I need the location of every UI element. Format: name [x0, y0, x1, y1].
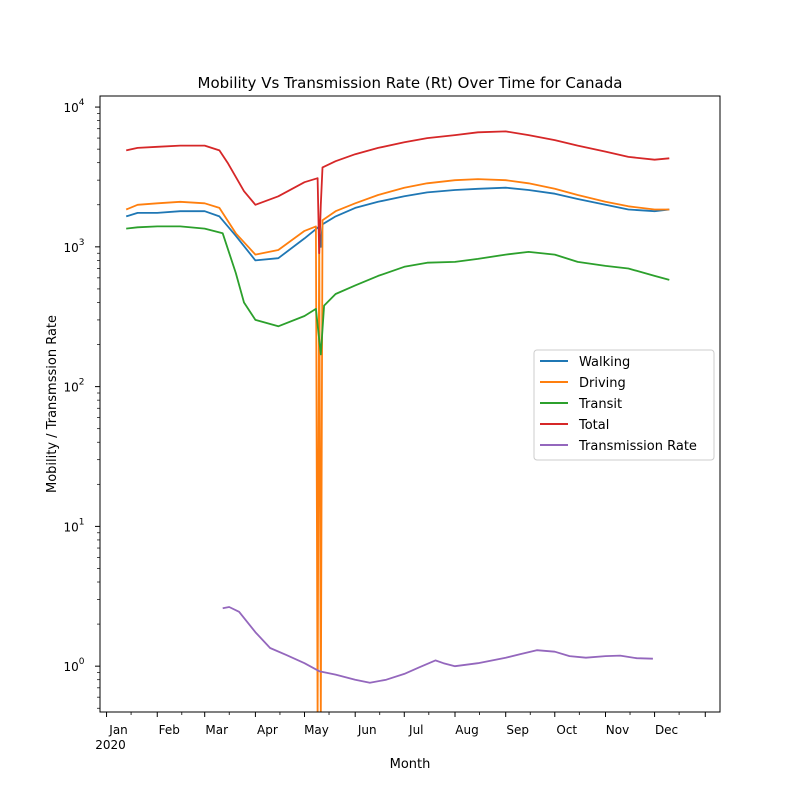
legend-label: Transmission Rate	[578, 439, 697, 454]
x-tick-label: Apr	[257, 723, 278, 737]
y-axis-label: Mobility / Transmssion Rate	[45, 315, 60, 493]
series-line-driving	[125, 178, 670, 712]
x-tick-label: Mar	[205, 723, 228, 737]
series-line-walking	[125, 186, 670, 262]
x-tick-label: Feb	[159, 723, 180, 737]
y-tick-label: 101	[63, 517, 84, 534]
axes-frame	[99, 95, 721, 713]
x-tick-label: Aug	[455, 723, 478, 737]
y-tick-label: 103	[63, 238, 84, 255]
legend: Walking Driving Transit Total Transmission R…	[533, 349, 715, 461]
plot-area	[125, 130, 670, 712]
legend-label: Total	[578, 418, 609, 433]
x-axis-label: Month	[390, 757, 431, 772]
x-tick-label: May	[304, 723, 329, 737]
x-tick-label: Dec	[655, 723, 678, 737]
series-line-total	[126, 130, 670, 255]
x-tick-label: Sep	[506, 723, 529, 737]
x-tick-label: Oct	[556, 723, 577, 737]
series-line-transit	[126, 225, 670, 356]
x-tick-label: Jul	[408, 723, 423, 737]
x-tick-label: Nov	[606, 723, 629, 737]
chart-title: Mobility Vs Transmission Rate (Rt) Over …	[198, 74, 623, 92]
x-axis: Jan Feb Mar Apr May Jun Jul Aug Sep Oct Nov Dec 2020	[95, 712, 706, 752]
legend-label: Driving	[579, 376, 626, 391]
x-tick-label: Jan	[108, 723, 128, 737]
legend-label: Walking	[579, 355, 630, 370]
legend-label: Transit	[578, 397, 622, 412]
y-tick-label: 104	[63, 98, 84, 115]
y-tick-label: 100	[63, 657, 84, 674]
y-tick-label: 102	[63, 378, 84, 395]
x-tick-label: Jun	[357, 723, 377, 737]
y-axis: 100 101 102 103 104	[63, 98, 100, 709]
legend-box	[533, 349, 715, 461]
x-year-label: 2020	[95, 738, 126, 752]
series-line-transmission-rate	[222, 606, 653, 684]
